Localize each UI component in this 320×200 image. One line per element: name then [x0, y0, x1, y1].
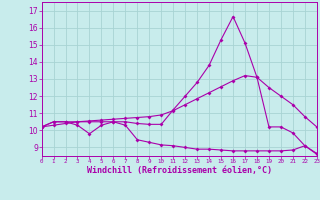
- X-axis label: Windchill (Refroidissement éolien,°C): Windchill (Refroidissement éolien,°C): [87, 166, 272, 175]
